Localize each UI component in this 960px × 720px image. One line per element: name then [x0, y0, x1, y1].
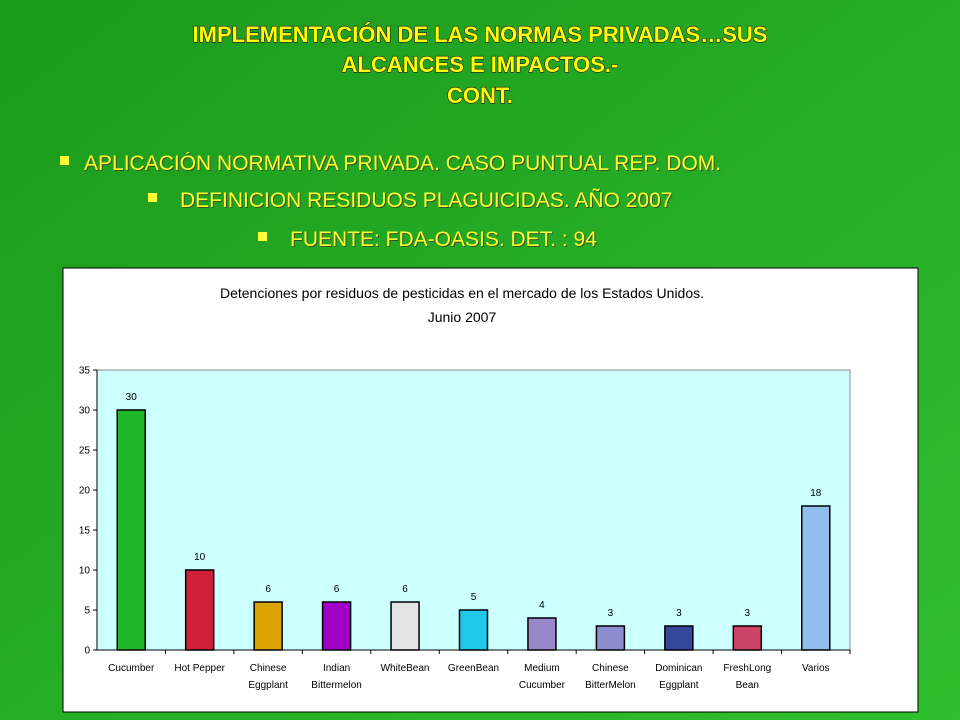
bullet-marker	[148, 193, 157, 202]
value-label: 30	[126, 392, 138, 403]
value-label: 18	[810, 488, 822, 499]
y-tick-label: 30	[79, 406, 91, 417]
chart-title: Detenciones por residuos de pesticidas e…	[220, 285, 704, 301]
x-tick-label: Dominican	[655, 663, 702, 674]
bar	[527, 617, 557, 651]
x-tick-label: WhiteBean	[381, 663, 430, 674]
value-label: 5	[471, 592, 477, 603]
slide-title: IMPLEMENTACIÓN DE LAS NORMAS PRIVADAS…SU…	[193, 22, 768, 47]
bar	[595, 625, 626, 651]
value-label: 10	[194, 552, 206, 563]
value-label: 3	[745, 608, 751, 619]
value-label: 3	[676, 608, 682, 619]
x-tick-label: FreshLong	[723, 663, 771, 674]
value-label: 3	[608, 608, 614, 619]
chart-title: Junio 2007	[428, 309, 497, 325]
x-tick-label: BitterMelon	[585, 680, 636, 691]
x-tick-label: Varios	[802, 663, 830, 674]
y-tick-label: 25	[79, 446, 91, 457]
slide-title: CONT.	[447, 83, 513, 108]
bullet-marker	[60, 156, 69, 165]
x-tick-label: Indian	[323, 663, 350, 674]
bar	[390, 601, 420, 651]
bullet: FUENTE: FDA-OASIS. DET. : 94	[290, 228, 597, 251]
x-tick-label: GreenBean	[448, 663, 499, 674]
y-tick-label: 10	[79, 566, 91, 577]
x-tick-label: Chinese	[250, 663, 287, 674]
bar	[664, 625, 694, 651]
y-tick-label: 20	[79, 486, 91, 497]
bar	[321, 601, 352, 651]
y-tick-label: 35	[79, 366, 91, 377]
x-tick-label: Cucumber	[519, 680, 566, 691]
value-label: 6	[334, 584, 340, 595]
x-tick-label: Bean	[736, 680, 759, 691]
bullet: DEFINICION RESIDUOS PLAGUICIDAS. AÑO 200…	[180, 188, 672, 212]
x-tick-label: Chinese	[592, 663, 629, 674]
bullet-marker	[258, 232, 267, 241]
bar	[184, 569, 215, 651]
y-tick-label: 15	[79, 526, 91, 537]
x-tick-label: Cucumber	[108, 663, 155, 674]
bar	[732, 625, 763, 651]
x-tick-label: Hot Pepper	[174, 663, 225, 674]
x-tick-label: Medium	[524, 663, 560, 674]
x-tick-label: Eggplant	[248, 680, 288, 691]
slide-title: ALCANCES E IMPACTOS.-	[342, 52, 619, 77]
y-tick-label: 5	[84, 606, 90, 617]
value-label: 4	[539, 600, 545, 611]
bar	[458, 609, 489, 651]
bar	[801, 505, 831, 651]
x-tick-label: Bittermelon	[311, 680, 362, 691]
value-label: 6	[402, 584, 408, 595]
plot-area	[96, 369, 851, 651]
x-tick-label: Eggplant	[659, 680, 699, 691]
bar	[253, 601, 283, 651]
y-tick-label: 0	[84, 646, 90, 657]
bar	[116, 409, 146, 651]
value-label: 6	[265, 584, 271, 595]
bullet: APLICACIÓN NORMATIVA PRIVADA. CASO PUNTU…	[84, 152, 721, 175]
